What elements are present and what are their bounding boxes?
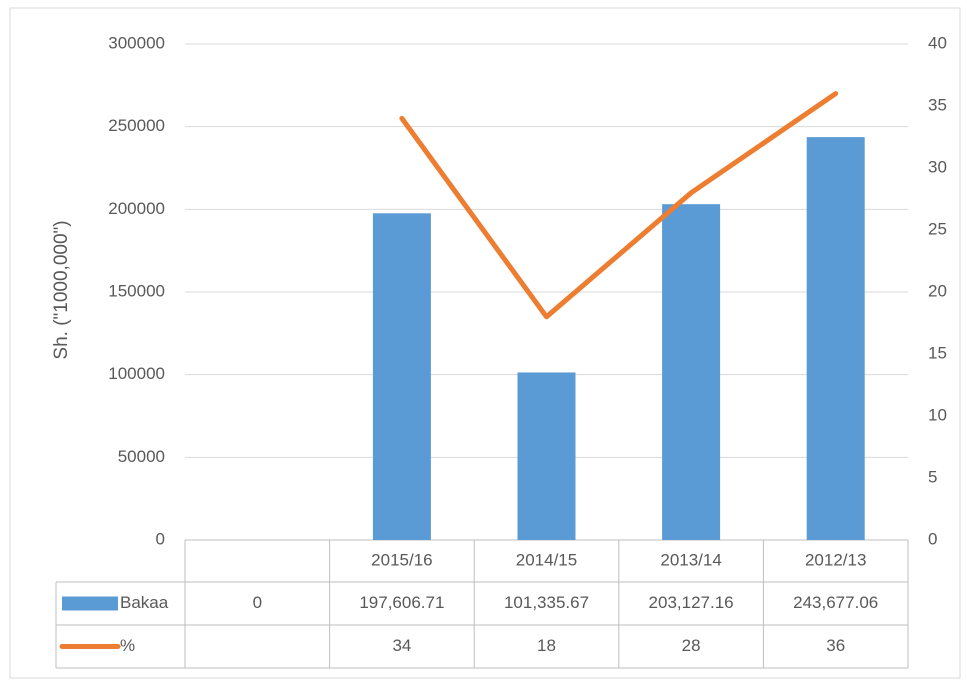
- y2-tick-label: 25: [928, 219, 947, 238]
- legend-label: Bakaa: [120, 593, 169, 612]
- y2-tick-label: 10: [928, 405, 947, 424]
- bar: [662, 204, 721, 541]
- bar: [806, 137, 865, 540]
- bar: [372, 213, 431, 541]
- y-tick-label: 250000: [108, 116, 165, 135]
- line: [399, 91, 839, 320]
- table-value: 0: [253, 593, 262, 612]
- y-tick-label: 50000: [118, 447, 165, 466]
- legend-key: [62, 596, 118, 611]
- x-tick-label: 2015/16: [371, 550, 432, 569]
- legend-label: %: [120, 636, 135, 655]
- y2-tick-label: 30: [928, 157, 947, 176]
- table-value: 28: [682, 636, 701, 655]
- y-tick-label: 0: [156, 529, 165, 548]
- y2-tick-label: 40: [928, 33, 947, 52]
- table-value: 203,127.16: [649, 593, 734, 612]
- bar: [517, 372, 576, 540]
- y2-tick-label: 20: [928, 281, 947, 300]
- y2-tick-label: 15: [928, 343, 947, 362]
- y-tick-label: 100000: [108, 364, 165, 383]
- y-tick-label: 150000: [108, 281, 165, 300]
- x-tick-label: 2014/15: [516, 550, 577, 569]
- y2-tick-label: 0: [928, 529, 937, 548]
- table-value: 101,335.67: [504, 593, 589, 612]
- y-tick-label: 300000: [108, 33, 165, 52]
- chart-frame: [9, 7, 961, 679]
- y2-tick-label: 5: [928, 467, 937, 486]
- table-value: 243,677.06: [793, 593, 878, 612]
- x-tick-label: 2012/13: [805, 550, 866, 569]
- y-tick-label: 200000: [108, 199, 165, 218]
- y-axis-label: Sh. ("1000,000"): [51, 220, 72, 359]
- table-value: 34: [392, 636, 411, 655]
- table-value: 36: [826, 636, 845, 655]
- x-tick-label: 2013/14: [660, 550, 721, 569]
- table-value: 18: [537, 636, 556, 655]
- y2-tick-label: 35: [928, 95, 947, 114]
- table-value: 197,606.71: [359, 593, 444, 612]
